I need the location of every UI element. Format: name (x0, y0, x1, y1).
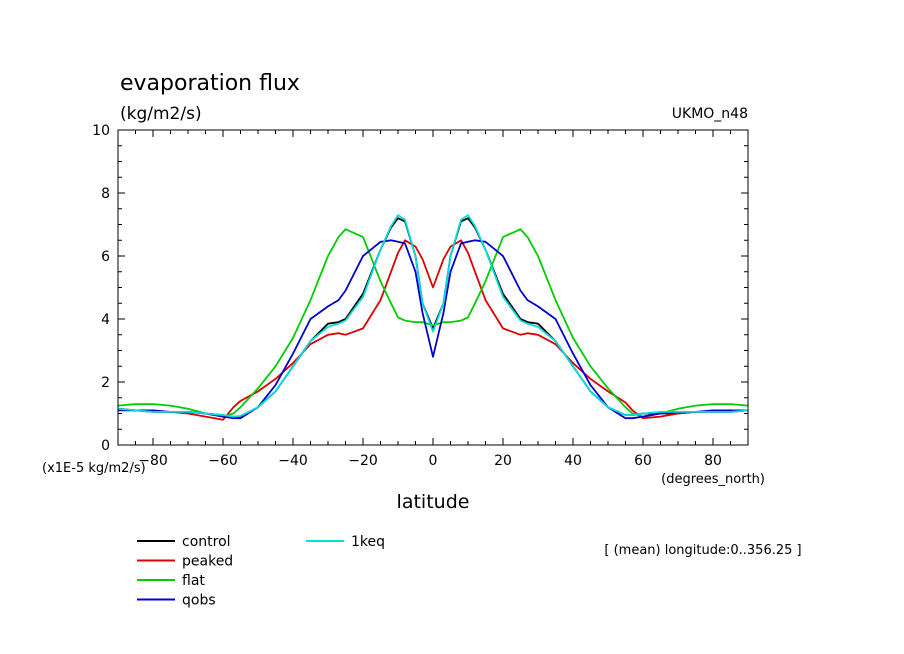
x-units-label: (degrees_north) (661, 472, 765, 487)
y-tick-label: 4 (101, 312, 110, 328)
series-line-1keq (117, 214, 749, 418)
x-tick-label: 0 (429, 453, 438, 469)
x-tick-label: 40 (564, 453, 582, 469)
y-tick-label: 2 (101, 375, 110, 391)
chart-title: evaporation flux (120, 71, 300, 96)
legend-label-control: control (182, 534, 231, 550)
legend-label-qobs: qobs (182, 593, 216, 609)
x-axis-title: latitude (397, 491, 470, 513)
x-tick-label: 60 (634, 453, 652, 469)
x-tick-label: −40 (278, 453, 308, 469)
y-tick-label: 6 (101, 249, 110, 265)
chart-units: (kg/m2/s) (120, 104, 202, 124)
legend: control peaked flat qobs 1keq (137, 534, 385, 609)
y-scale-label: (x1E-5 kg/m2/s) (42, 461, 146, 476)
legend-label-peaked: peaked (182, 554, 233, 570)
series-line-qobs (118, 239, 748, 420)
series-line-flat (117, 228, 749, 418)
x-tick-label: −60 (208, 453, 238, 469)
domain-annotation: [ (mean) longitude:0..356.25 ] (604, 543, 801, 558)
x-tick-label: 80 (704, 453, 722, 469)
y-tick-label: 10 (92, 123, 110, 139)
model-label: UKMO_n48 (672, 106, 748, 122)
legend-label-flat: flat (182, 573, 205, 589)
x-tick-label: −80 (138, 453, 168, 469)
series-line-peaked (117, 239, 749, 421)
x-tick-label: −20 (348, 453, 378, 469)
y-tick-label: 0 (101, 438, 110, 454)
series-line-control (117, 217, 749, 418)
x-tick-label: 20 (494, 453, 512, 469)
legend-label-1keq: 1keq (351, 534, 385, 550)
y-tick-label: 8 (101, 186, 110, 202)
